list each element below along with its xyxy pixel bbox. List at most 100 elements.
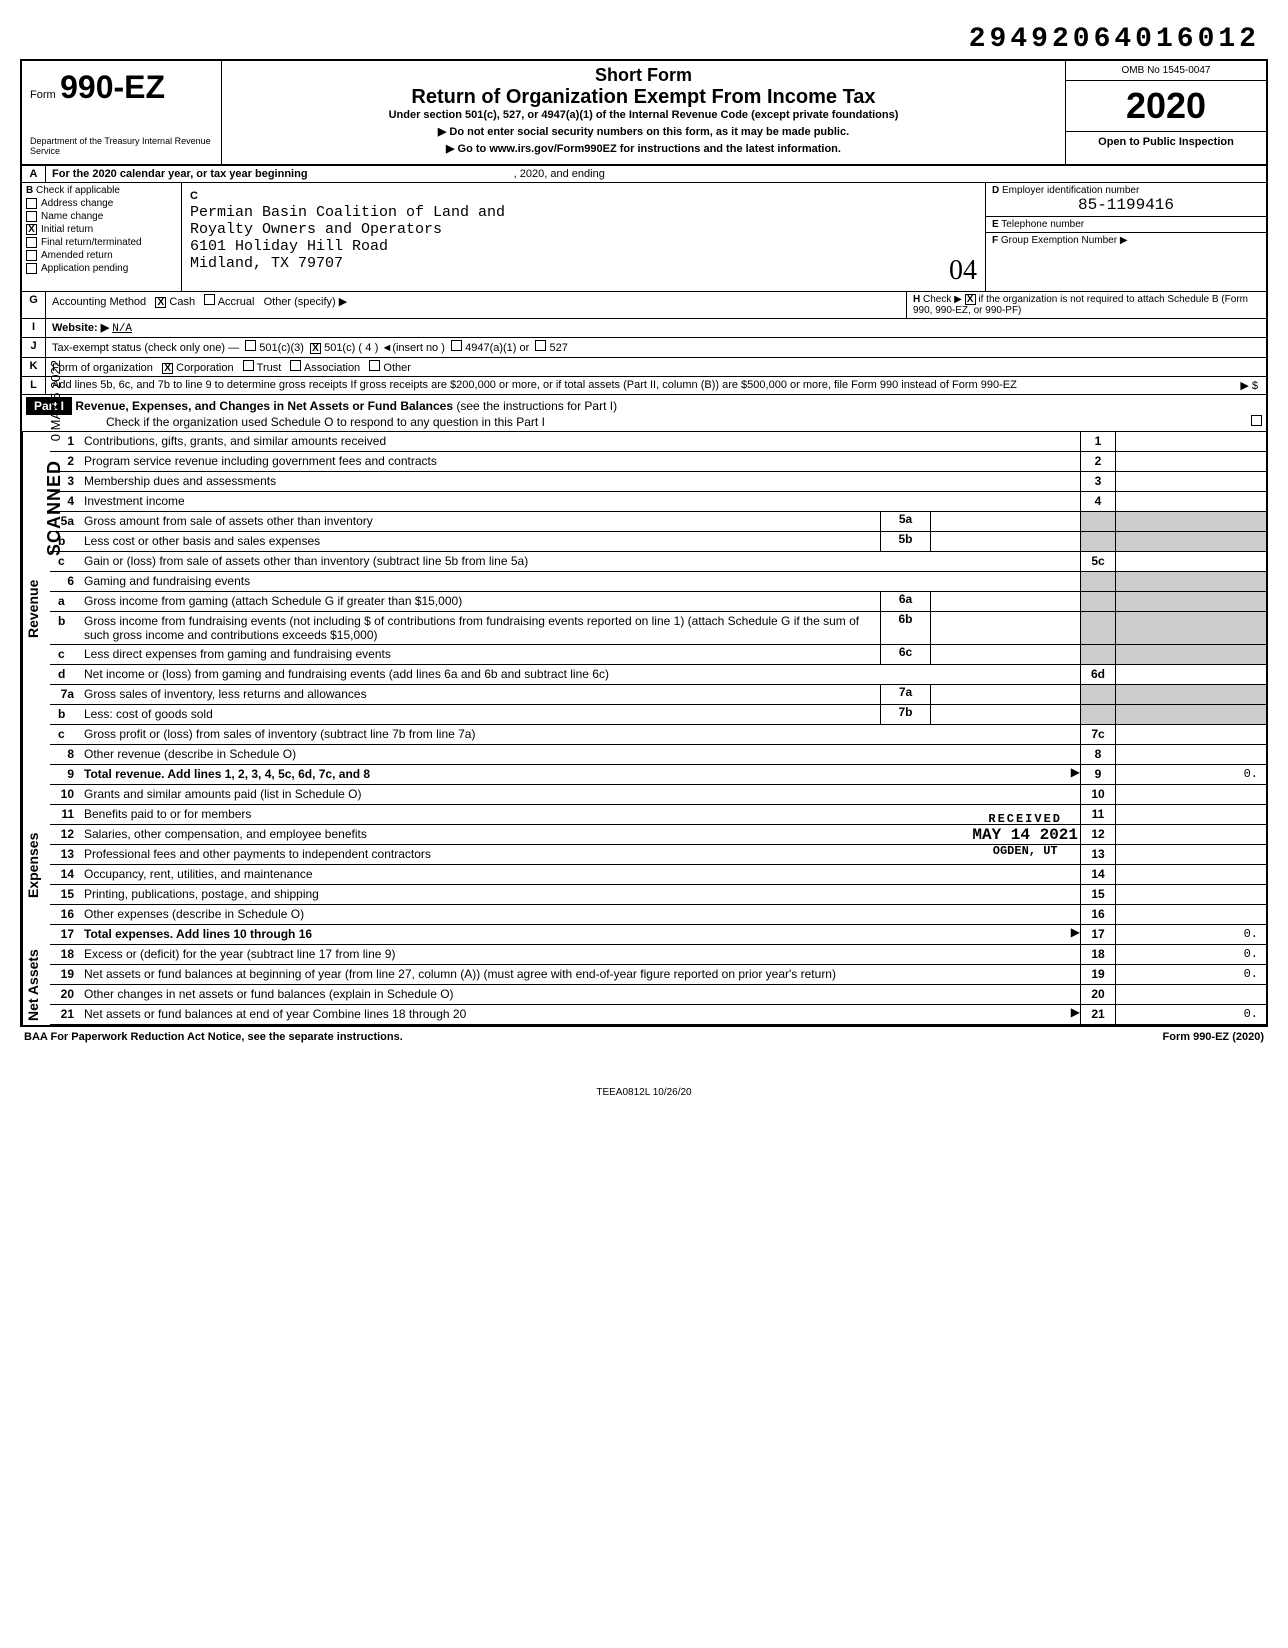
cb-501c[interactable]	[310, 343, 321, 354]
corp-label: Corporation	[176, 362, 233, 374]
line-5b: Less cost or other basis and sales expen…	[80, 532, 880, 551]
cb-name-change-label: Name change	[41, 211, 103, 222]
line-10: Grants and similar amounts paid (list in…	[80, 785, 1080, 804]
form-number: 990-EZ	[60, 69, 165, 105]
footer-tee: TEEA0812L 10/26/20	[20, 1087, 1268, 1098]
row-j-text: Tax-exempt status (check only one) —	[52, 342, 239, 354]
line-8: Other revenue (describe in Schedule O)	[80, 745, 1080, 764]
row-a-label: A	[22, 166, 46, 182]
cb-name-change[interactable]	[26, 211, 37, 222]
handwritten-04: 04	[949, 255, 977, 287]
row-f-label: F	[992, 235, 998, 246]
form-header: Form 990-EZ Department of the Treasury I…	[22, 61, 1266, 166]
row-g-label: G	[22, 292, 46, 318]
org-name-2: Royalty Owners and Operators	[190, 221, 442, 238]
cb-trust[interactable]	[243, 360, 254, 371]
row-a-mid: , 2020, and ending	[514, 168, 605, 180]
revenue-sidebar: Revenue	[22, 432, 50, 785]
part1-check-text: Check if the organization used Schedule …	[26, 415, 545, 429]
cb-pending[interactable]	[26, 263, 37, 274]
line-9: Total revenue. Add lines 1, 2, 3, 4, 5c,…	[84, 767, 370, 781]
open-public: Open to Public Inspection	[1066, 132, 1266, 152]
row-e-text: Telephone number	[1001, 219, 1084, 230]
line-17: Total expenses. Add lines 10 through 16	[84, 927, 312, 941]
row-k-label: K	[22, 358, 46, 376]
form-label: Form	[30, 89, 56, 101]
cb-cash[interactable]	[155, 297, 166, 308]
accrual-label: Accrual	[218, 296, 255, 308]
line-2: Program service revenue including govern…	[80, 452, 1080, 471]
line-7c: Gross profit or (loss) from sales of inv…	[80, 725, 1080, 744]
omb-number: OMB No 1545-0047	[1066, 61, 1266, 81]
line-1: Contributions, gifts, grants, and simila…	[80, 432, 1080, 451]
501c-after: ) ◄(insert no )	[375, 342, 445, 354]
row-l-text: Add lines 5b, 6c, and 7b to line 9 to de…	[46, 377, 1116, 394]
cb-corporation[interactable]	[162, 363, 173, 374]
cb-accrual[interactable]	[204, 294, 215, 305]
line-6c: Less direct expenses from gaming and fun…	[80, 645, 880, 664]
website-value: N/A	[112, 323, 132, 335]
line-6a: Gross income from gaming (attach Schedul…	[80, 592, 880, 611]
cb-501c3[interactable]	[245, 340, 256, 351]
netassets-sidebar: Net Assets	[22, 945, 50, 1025]
cash-label: Cash	[169, 296, 195, 308]
cb-other-org[interactable]	[369, 360, 380, 371]
row-j-label: J	[22, 338, 46, 357]
line-14: Occupancy, rent, utilities, and maintena…	[80, 865, 1080, 884]
line-6d: Net income or (loss) from gaming and fun…	[80, 665, 1080, 684]
row-b-label: B	[26, 185, 33, 196]
501c3-label: 501(c)(3)	[259, 342, 304, 354]
org-name-1: Permian Basin Coalition of Land and	[190, 204, 505, 221]
form-990ez: Form 990-EZ Department of the Treasury I…	[20, 59, 1268, 1027]
cb-final-return[interactable]	[26, 237, 37, 248]
line-7a: Gross sales of inventory, less returns a…	[80, 685, 880, 704]
501c-label: 501(c) (	[324, 342, 362, 354]
instruction-1: ▶ Do not enter social security numbers o…	[226, 125, 1061, 138]
other-org-label: Other	[383, 362, 411, 374]
line-7b: Less: cost of goods sold	[80, 705, 880, 724]
stamp-received: RECEIVED	[972, 812, 1078, 826]
scan-date-side: 0 MAY 5 2022	[48, 360, 63, 441]
trust-label: Trust	[257, 362, 282, 374]
main-title: Return of Organization Exempt From Incom…	[226, 86, 1061, 109]
dept-text: Department of the Treasury Internal Reve…	[30, 136, 213, 156]
cb-527[interactable]	[535, 340, 546, 351]
cb-amended-label: Amended return	[41, 250, 113, 261]
527-label: 527	[549, 342, 567, 354]
line-13: Professional fees and other payments to …	[80, 845, 1080, 864]
row-d-text: Employer identification number	[1002, 185, 1139, 196]
row-h-label: H	[913, 294, 920, 305]
cb-no-schedule-b[interactable]	[965, 294, 976, 305]
row-c-label: C	[190, 190, 198, 202]
assoc-label: Association	[304, 362, 360, 374]
line-5c: Gain or (loss) from sale of assets other…	[80, 552, 1080, 571]
line-6b-pre: Gross income from fundraising events (no…	[84, 614, 371, 628]
cb-initial-return-label: Initial return	[41, 224, 93, 235]
row-f-text: Group Exemption Number ▶	[1001, 235, 1128, 246]
cb-address-change-label: Address change	[41, 198, 113, 209]
stamp-date: MAY 14 2021	[972, 826, 1078, 844]
501c-insert: 4	[365, 343, 372, 355]
tax-year: 2020	[1066, 81, 1266, 132]
line-20: Other changes in net assets or fund bala…	[80, 985, 1080, 1004]
line-15: Printing, publications, postage, and shi…	[80, 885, 1080, 904]
row-l-label: L	[22, 377, 46, 394]
row-b-intro: Check if applicable	[36, 185, 120, 196]
4947-label: 4947(a)(1) or	[465, 342, 529, 354]
line-4: Investment income	[80, 492, 1080, 511]
cb-final-return-label: Final return/terminated	[41, 237, 142, 248]
cb-initial-return[interactable]	[26, 224, 37, 235]
instruction-2: ▶ Go to www.irs.gov/Form990EZ for instru…	[226, 142, 1061, 155]
row-l-arrow: ▶ $	[1116, 377, 1266, 394]
org-city: Midland, TX 79707	[190, 255, 343, 272]
subtitle: Under section 501(c), 527, or 4947(a)(1)…	[226, 109, 1061, 121]
cb-address-change[interactable]	[26, 198, 37, 209]
cb-4947[interactable]	[451, 340, 462, 351]
line-6: Gaming and fundraising events	[80, 572, 1080, 591]
cb-association[interactable]	[290, 360, 301, 371]
amount-19: 0.	[1116, 965, 1266, 984]
cb-schedule-o[interactable]	[1251, 415, 1262, 426]
cb-amended[interactable]	[26, 250, 37, 261]
row-h-text: Check ▶	[923, 294, 962, 305]
amount-18: 0.	[1116, 945, 1266, 964]
